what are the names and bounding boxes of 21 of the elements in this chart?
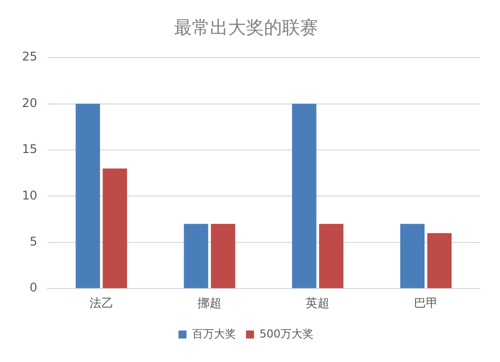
y-tick-label: 10 [22,188,38,202]
bar [319,224,344,288]
bar [210,224,236,288]
y-tick-label: 0 [30,280,38,295]
x-tick-label: 英超 [306,296,330,310]
x-tick-label: 巴甲 [414,296,438,310]
y-tick-label: 5 [30,234,38,249]
x-tick-label: 法乙 [89,296,114,310]
bar [102,168,128,288]
bar [76,104,100,288]
y-tick-label: 20 [22,96,38,110]
legend-label: 500万大奖 [260,327,314,340]
bar [427,233,452,288]
bar [184,224,208,288]
bar [400,224,425,288]
chart-title: 最常出大奖的联赛 [174,17,318,38]
bar [292,104,316,288]
x-tick-label: 挪超 [198,296,222,310]
y-tick-label: 25 [22,50,38,64]
legend-label: 百万大奖 [192,327,236,340]
y-tick-label: 15 [22,142,38,156]
